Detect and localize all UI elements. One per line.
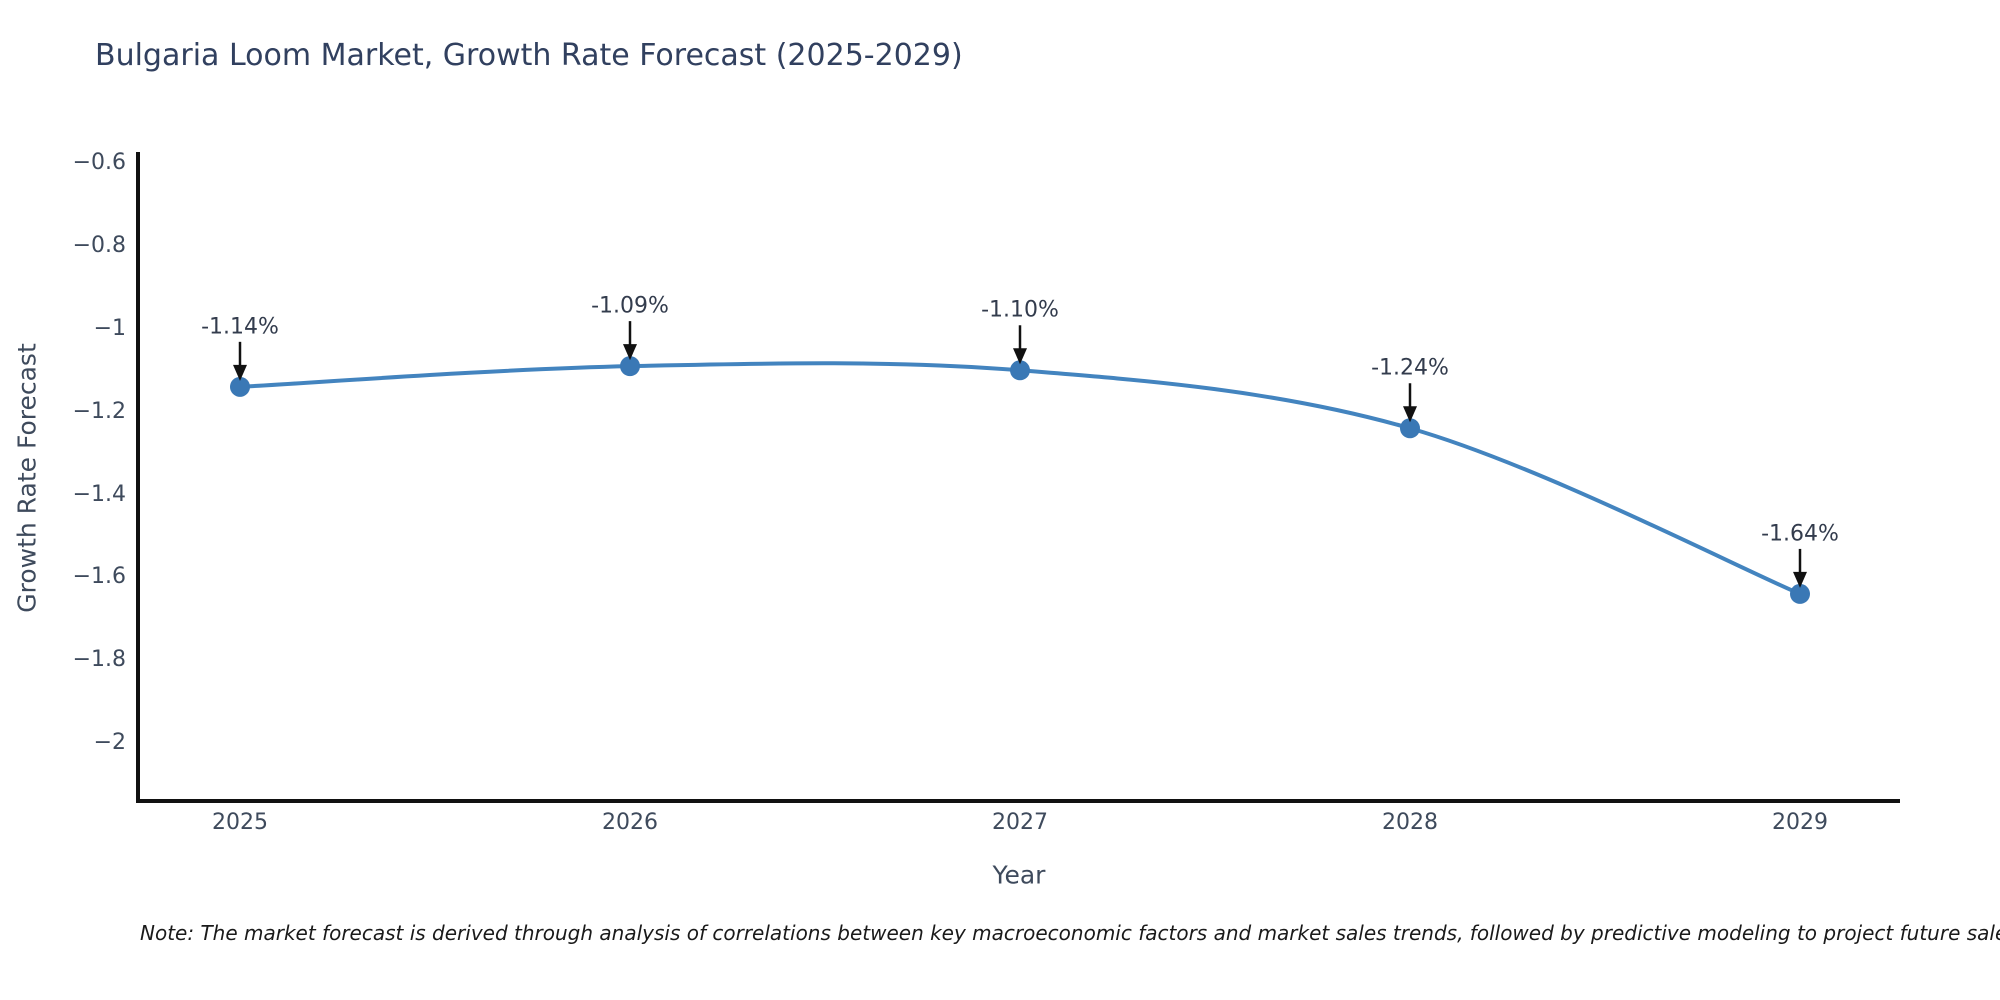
x-tick-label: 2027 [992,810,1048,835]
y-tick-label: −0.6 [72,150,126,176]
chart-title: Bulgaria Loom Market, Growth Rate Foreca… [95,38,963,73]
x-tick-label: 2028 [1382,810,1438,835]
y-tick-label: −2 [93,730,126,756]
x-tick-label: 2029 [1772,810,1828,835]
point-value-label: -1.64% [1761,521,1839,547]
y-tick-label: −1.2 [72,398,126,424]
data-point-marker [620,356,640,377]
y-tick-label: −0.8 [72,233,126,259]
y-tick-label: −1.8 [72,647,126,673]
footnote: Note: The market forecast is derived thr… [140,921,2000,945]
x-axis-title: Year [992,860,1046,890]
y-tick-label: −1 [93,315,126,341]
x-tick-label: 2025 [212,810,268,835]
point-value-label: -1.14% [201,314,279,340]
annotation-arrow-head [623,344,637,361]
annotation-arrow-head [1403,406,1417,423]
annotation-arrow-head [1793,571,1807,588]
point-value-label: -1.10% [981,297,1059,323]
x-tick-label: 2026 [602,810,658,835]
data-point-marker [230,376,250,397]
y-tick-label: −1.6 [72,564,126,590]
point-value-label: -1.09% [591,293,669,319]
annotation-arrow-head [233,364,247,381]
y-tick-label: −1.4 [72,481,126,507]
data-point-marker [1010,360,1030,381]
forecast-line [239,361,1801,596]
data-point-marker [1400,418,1420,439]
data-point-marker [1790,583,1810,604]
annotation-arrow-head [1013,348,1027,365]
point-value-label: -1.24% [1371,355,1449,381]
